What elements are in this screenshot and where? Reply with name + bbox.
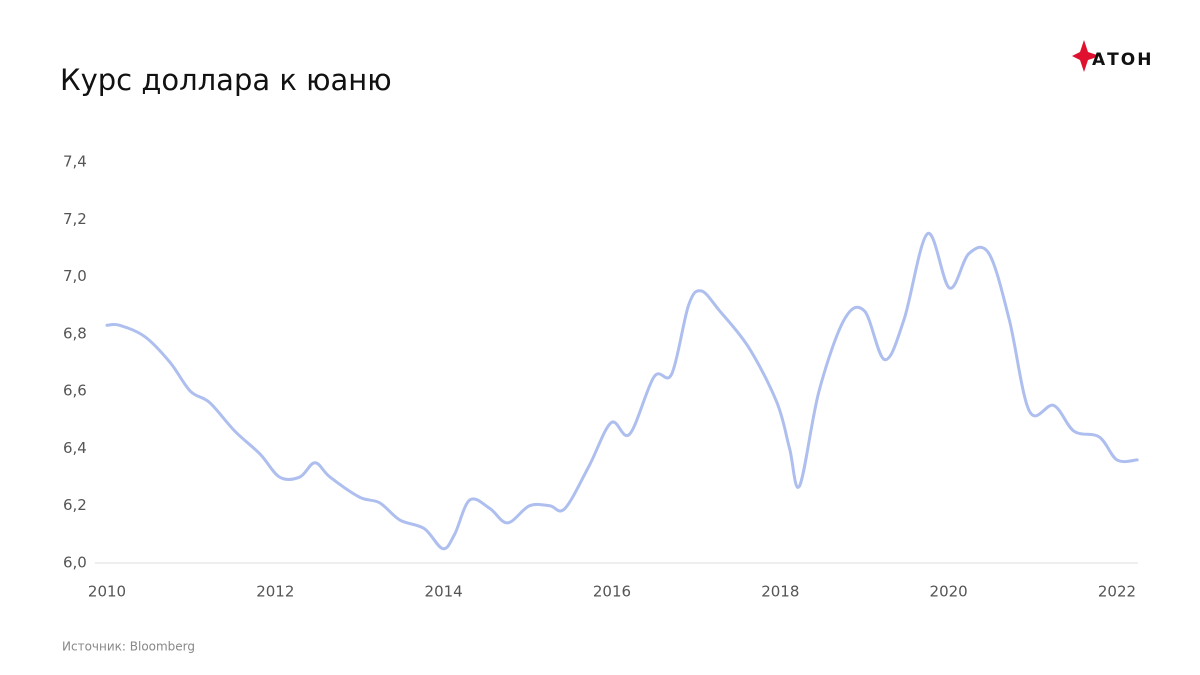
y-tick-label: 7,4 [63,153,87,171]
logo-text: АТОН [1092,50,1153,70]
y-tick-label: 6,8 [63,324,87,342]
logo: АТОН [1072,40,1153,72]
x-tick-label: 2018 [761,583,799,601]
chart-title: Курс доллара к юаню [60,63,392,97]
x-tick-label: 2016 [593,583,631,601]
y-tick-label: 7,0 [63,267,87,285]
x-tick-label: 2022 [1098,583,1136,601]
x-tick-label: 2014 [425,583,463,601]
y-tick-label: 6,4 [63,439,87,457]
y-tick-label: 7,2 [63,210,87,228]
logo-mark [1072,40,1100,72]
y-tick-label: 6,2 [63,496,87,514]
y-tick-label: 6,0 [63,554,87,572]
line-series [105,232,1139,551]
x-tick-label: 2010 [88,583,126,601]
source-note: Источник: Bloomberg [62,640,195,654]
y-tick-label: 6,6 [63,382,87,400]
x-tick-label: 2012 [256,583,294,601]
x-tick-label: 2020 [930,583,968,601]
